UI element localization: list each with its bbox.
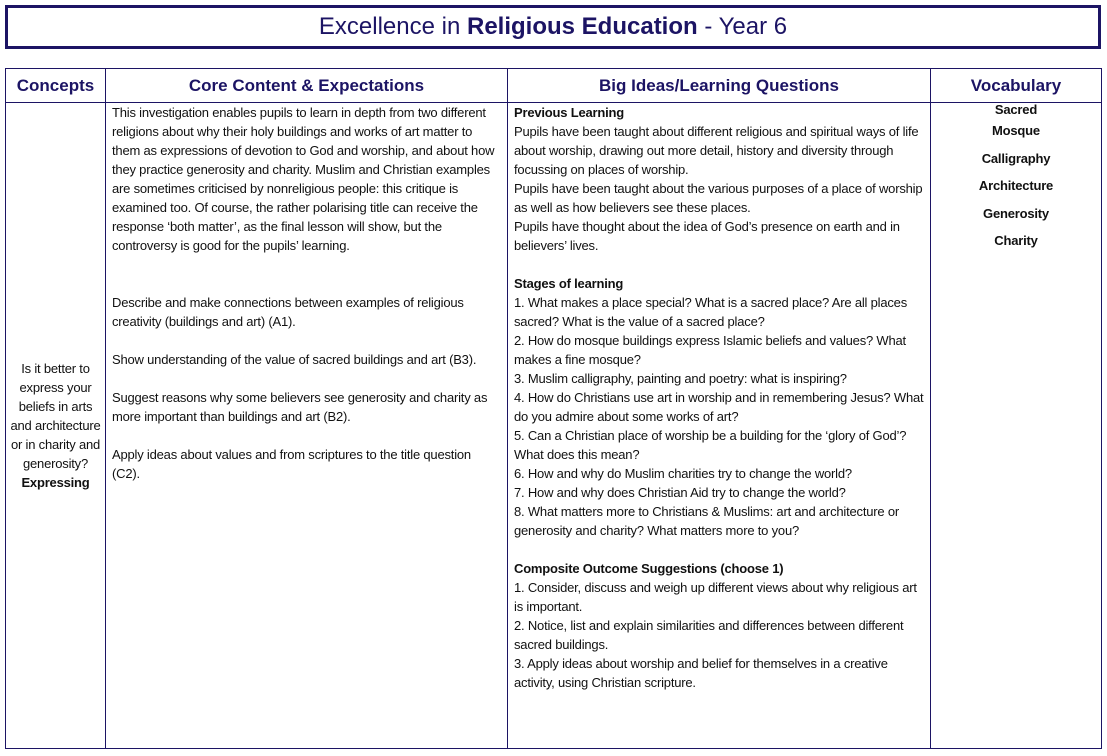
stages-title: Stages of learning <box>514 276 624 291</box>
big-ideas-cell: Previous Learning Pupils have been taugh… <box>507 102 931 749</box>
header-big-ideas: Big Ideas/Learning Questions <box>507 68 931 103</box>
page-title: Excellence in Religious Education - Year… <box>5 5 1101 49</box>
header-row: Concepts Core Content & Expectations Big… <box>5 68 1102 103</box>
expectation: Suggest reasons why some believers see g… <box>112 390 488 424</box>
outcome-item: 3. Apply ideas about worship and belief … <box>514 656 888 690</box>
vocab-word: Calligraphy <box>981 150 1051 166</box>
concept-question: Is it better to express your beliefs in … <box>10 361 101 471</box>
vocab-word: Mosque <box>992 123 1040 138</box>
previous-item: Pupils have been taught about different … <box>514 124 919 177</box>
expectation: Describe and make connections between ex… <box>112 295 464 329</box>
stage-item: 6. How and why do Muslim charities try t… <box>514 466 852 481</box>
stage-item: 7. How and why does Christian Aid try to… <box>514 485 846 500</box>
core-content-cell: This investigation enables pupils to lea… <box>105 102 508 749</box>
vocab-word: Sacred <box>994 102 1038 117</box>
content-row: Is it better to express your beliefs in … <box>5 102 1102 749</box>
vocab-word: Architecture <box>978 178 1054 193</box>
previous-item: Pupils have been taught about the variou… <box>514 181 923 215</box>
stage-item: 1. What makes a place special? What is a… <box>514 295 908 329</box>
outcome-item: 1. Consider, discuss and weigh up differ… <box>514 580 917 614</box>
previous-item: Pupils have thought about the idea of Go… <box>514 219 900 253</box>
stage-item: 3. Muslim calligraphy, painting and poet… <box>514 371 847 386</box>
outcome-item: 2. Notice, list and explain similarities… <box>514 618 904 652</box>
stage-item: 2. How do mosque buildings express Islam… <box>514 333 906 367</box>
header-concepts: Concepts <box>5 68 106 103</box>
previous-learning-title: Previous Learning <box>514 105 625 120</box>
vocabulary-cell: Sacred Mosque Calligraphy Architecture G… <box>930 102 1102 749</box>
concept-cell: Is it better to express your beliefs in … <box>5 102 106 749</box>
expectation: Apply ideas about values and from script… <box>112 447 471 481</box>
stage-item: 8. What matters more to Christians & Mus… <box>514 504 899 538</box>
vocab-word: Charity <box>994 233 1038 248</box>
header-vocabulary: Vocabulary <box>930 68 1102 103</box>
concept-label: Expressing <box>21 475 90 490</box>
core-intro: This investigation enables pupils to lea… <box>112 105 495 253</box>
stage-item: 5. Can a Christian place of worship be a… <box>514 428 907 462</box>
vocab-word: Generosity <box>983 205 1049 221</box>
expectation: Show understanding of the value of sacre… <box>112 352 477 367</box>
header-core-content: Core Content & Expectations <box>105 68 508 103</box>
outcome-title: Composite Outcome Suggestions (choose 1) <box>514 561 784 576</box>
stage-item: 4. How do Christians use art in worship … <box>514 390 924 424</box>
curriculum-table: Concepts Core Content & Expectations Big… <box>5 68 1102 749</box>
